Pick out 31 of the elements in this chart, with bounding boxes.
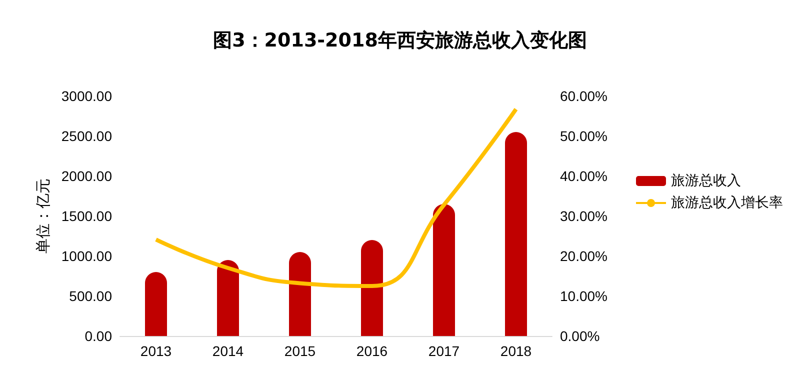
- y2-tick-label: 10.00%: [560, 288, 608, 304]
- x-tick-label: 2015: [284, 343, 316, 359]
- bar: [217, 260, 239, 336]
- bar: [145, 272, 167, 336]
- y-axis-title: 单位：亿元: [34, 178, 52, 254]
- x-tick-label: 2013: [140, 343, 172, 359]
- chart-title: 图3：2013-2018年西安旅游总收入变化图: [213, 30, 587, 52]
- y2-tick-label: 60.00%: [560, 88, 608, 104]
- bar: [505, 132, 527, 336]
- y-tick-label: 2000.00: [61, 168, 112, 184]
- legend-label: 旅游总收入: [671, 173, 741, 189]
- y-tick-label: 500.00: [69, 288, 112, 304]
- legend-label: 旅游总收入增长率: [671, 195, 783, 211]
- y2-tick-label: 0.00%: [560, 328, 600, 344]
- y-tick-label: 3000.00: [61, 88, 112, 104]
- y2-tick-label: 40.00%: [560, 168, 608, 184]
- y-tick-label: 1000.00: [61, 248, 112, 264]
- bar: [361, 240, 383, 336]
- y2-tick-label: 50.00%: [560, 128, 608, 144]
- bar: [289, 252, 311, 336]
- y-tick-label: 1500.00: [61, 208, 112, 224]
- y2-tick-label: 30.00%: [560, 208, 608, 224]
- y2-tick-label: 20.00%: [560, 248, 608, 264]
- x-tick-label: 2016: [356, 343, 388, 359]
- x-tick-label: 2014: [212, 343, 244, 359]
- line-series: [154, 107, 518, 288]
- x-tick-label: 2017: [428, 343, 460, 359]
- bar: [433, 204, 455, 336]
- y-tick-label: 2500.00: [61, 128, 112, 144]
- y-tick-label: 0.00: [84, 328, 112, 344]
- x-tick-label: 2018: [500, 343, 532, 359]
